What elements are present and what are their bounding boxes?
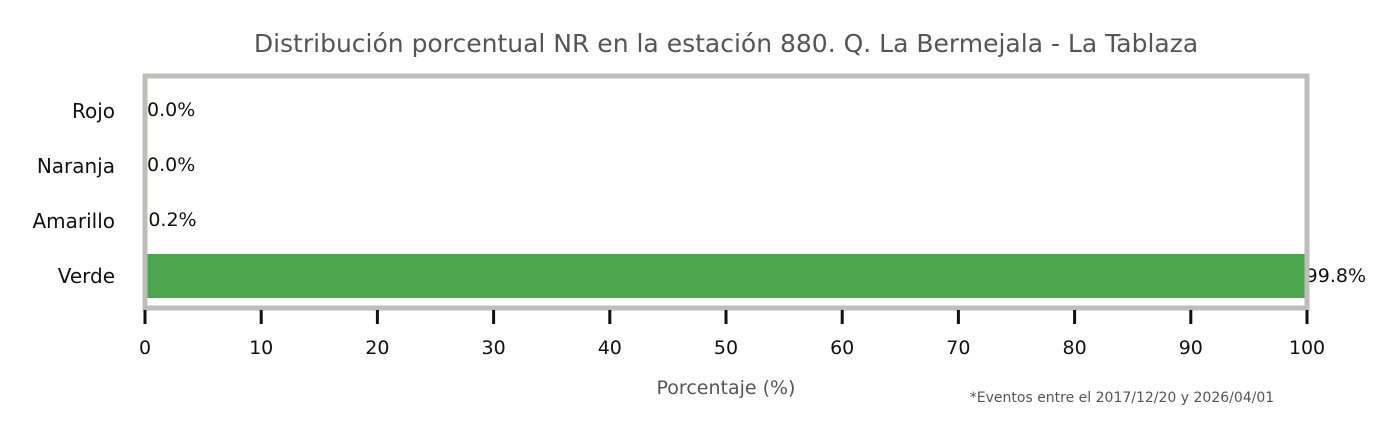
x-tick-label: 70 [946,337,970,359]
chart-title: Distribución porcentual NR en la estació… [254,29,1198,58]
category-label-naranja: Naranja [37,154,115,178]
x-tick-label: 90 [1179,337,1203,359]
category-labels-layer: Rojo Naranja Amarillo Verde [32,99,115,288]
category-label-rojo: Rojo [72,99,115,123]
bars-layer [145,199,1305,298]
x-tick-label: 40 [598,337,622,359]
value-label-rojo: 0.0% [147,99,195,121]
category-label-amarillo: Amarillo [32,209,115,233]
x-tick-label: 20 [365,337,389,359]
footnote: *Eventos entre el 2017/12/20 y 2026/04/0… [970,390,1274,406]
value-label-naranja: 0.0% [147,154,195,176]
x-tick-label: 0 [139,337,151,359]
x-tick-label: 10 [249,337,273,359]
plot-frame [142,73,1310,311]
value-label-amarillo: 0.2% [148,209,196,231]
x-tick-label: 100 [1289,337,1325,359]
x-tick-label: 80 [1063,337,1087,359]
x-ticks-layer: 0 10 20 30 40 50 60 70 80 90 100 [139,310,1325,359]
value-labels-layer: 0.0% 0.0% 0.2% 99.8% [147,99,1366,287]
x-axis-label: Porcentaje (%) [657,377,796,399]
value-label-verde: 99.8% [1306,265,1366,287]
x-tick-label: 50 [714,337,738,359]
category-label-verde: Verde [58,264,115,288]
x-tick-label: 30 [482,337,506,359]
x-tick-label: 60 [830,337,854,359]
bar-verde [145,254,1305,298]
